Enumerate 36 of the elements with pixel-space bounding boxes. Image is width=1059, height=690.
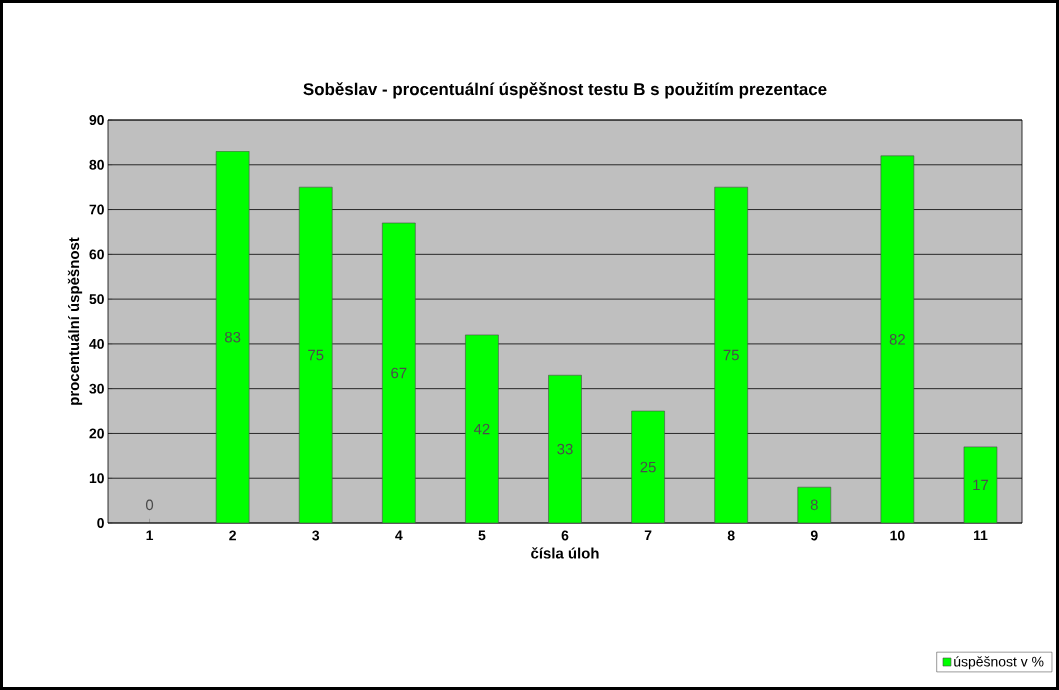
y-tick-label: 10: [89, 473, 104, 484]
x-tick-label: 8: [727, 530, 735, 541]
data-label: 8: [810, 499, 818, 511]
x-tick-label: 7: [644, 530, 652, 541]
y-tick-label: 30: [89, 383, 104, 394]
data-label: 75: [723, 349, 739, 361]
data-label: 75: [308, 349, 324, 361]
y-tick-label: 40: [89, 338, 104, 349]
x-tick-label: 11: [973, 530, 988, 541]
x-tick-label: 3: [312, 530, 320, 541]
chart-title: Soběslav - procentuální úspěšnost testu B s použitím prezentace: [303, 82, 827, 99]
y-tick-label: 80: [89, 159, 104, 170]
x-tick-label: 10: [890, 530, 905, 541]
data-label: 82: [889, 334, 905, 345]
data-label: 25: [640, 461, 656, 473]
x-axis-title: čísla úloh: [531, 547, 599, 559]
y-tick-label: 20: [89, 428, 104, 439]
data-label: 42: [473, 423, 490, 435]
x-tick-label: 5: [478, 530, 486, 541]
data-label: 33: [557, 443, 573, 455]
data-label: 17: [973, 479, 989, 491]
x-tick-label: 6: [561, 530, 569, 541]
x-tick-label: 1: [146, 530, 154, 541]
y-axis-title: procentuální úspěšnost: [67, 237, 83, 405]
y-tick-label: 0: [97, 518, 104, 528]
x-tick-label: 4: [395, 530, 403, 541]
y-tick-label: 60: [89, 249, 104, 260]
y-tick-label: 90: [89, 115, 104, 125]
y-tick-label: 50: [89, 294, 104, 305]
data-label: 83: [224, 331, 241, 343]
data-label: 67: [391, 367, 407, 379]
x-tick-label: 9: [810, 530, 818, 541]
x-tick-label: 2: [229, 530, 236, 541]
y-tick-label: 70: [89, 204, 104, 215]
legend-label: úspěšnost v %: [954, 656, 1044, 670]
data-label: 0: [145, 499, 154, 511]
